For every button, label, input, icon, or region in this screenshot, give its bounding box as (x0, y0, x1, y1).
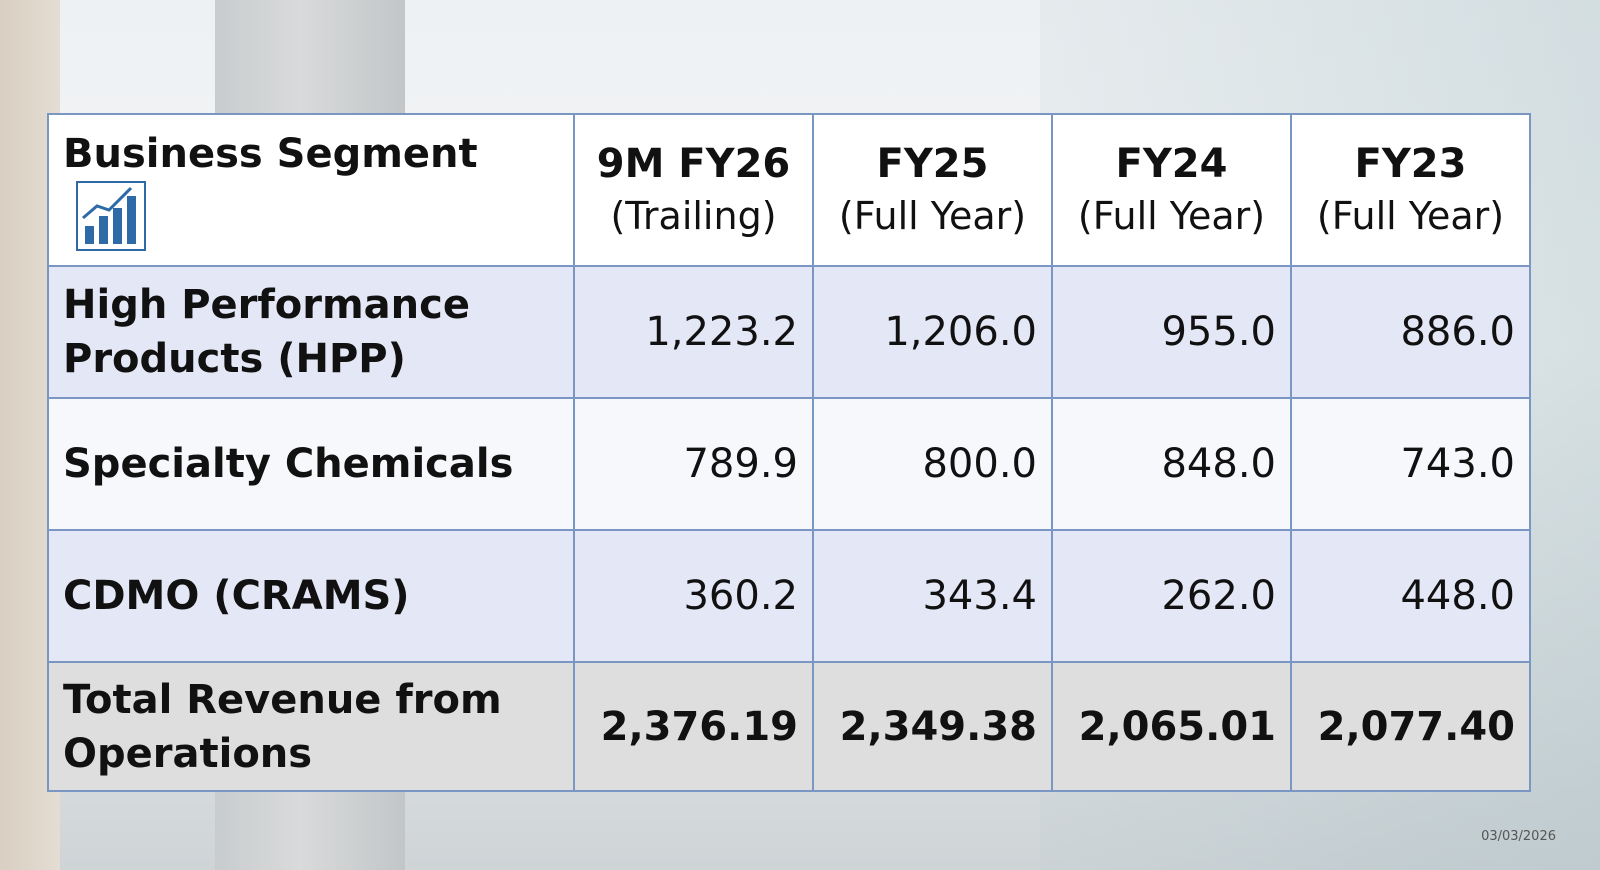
header-title: FY24 (1115, 141, 1228, 187)
header-title: Business Segment (63, 131, 478, 177)
table-row: Specialty Chemicals 789.9 800.0 848.0 743.0 (47, 397, 1531, 531)
value-cell: 800.0 (812, 397, 1053, 531)
header-title: 9M FY26 (596, 141, 791, 187)
value-cell: 262.0 (1051, 529, 1292, 663)
header-title: FY23 (1354, 141, 1467, 187)
table-row: CDMO (CRAMS) 360.2 343.4 262.0 448.0 (47, 529, 1531, 663)
segment-label: Total Revenue from Operations (47, 661, 575, 792)
table-body: High Performance Products (HPP) 1,223.2 1,… (47, 265, 1531, 792)
segment-label: CDMO (CRAMS) (47, 529, 575, 663)
value-cell: 1,223.2 (573, 265, 814, 399)
header-subtitle: (Trailing) (610, 194, 777, 238)
value-cell: 789.9 (573, 397, 814, 531)
value-cell: 2,065.01 (1051, 661, 1292, 792)
value-cell: 2,349.38 (812, 661, 1053, 792)
header-cell: FY24 (Full Year) (1051, 113, 1292, 267)
value-cell: 2,077.40 (1290, 661, 1531, 792)
header-cell: FY23 (Full Year) (1290, 113, 1531, 267)
header-title: FY25 (876, 141, 989, 187)
header-subtitle: (Full Year) (838, 194, 1027, 238)
header-cell: FY25 (Full Year) (812, 113, 1053, 267)
segment-label: High Performance Products (HPP) (47, 265, 575, 399)
table-row: High Performance Products (HPP) 1,223.2 1,… (47, 265, 1531, 399)
header-subtitle: (Full Year) (1077, 194, 1266, 238)
table-row: Total Revenue from Operations 2,376.19 2,3… (47, 661, 1531, 792)
chart-icon (76, 181, 146, 251)
value-cell: 2,376.19 (573, 661, 814, 792)
value-cell: 886.0 (1290, 265, 1531, 399)
value-cell: 360.2 (573, 529, 814, 663)
value-cell: 343.4 (812, 529, 1053, 663)
header-subtitle: (Full Year) (1316, 194, 1505, 238)
value-cell: 448.0 (1290, 529, 1531, 663)
header-cell: 9M FY26 (Trailing) (573, 113, 814, 267)
value-cell: 848.0 (1051, 397, 1292, 531)
value-cell: 743.0 (1290, 397, 1531, 531)
value-cell: 1,206.0 (812, 265, 1053, 399)
value-cell: 955.0 (1051, 265, 1292, 399)
segment-label: Specialty Chemicals (47, 397, 575, 531)
date: 03/03/2026 (1481, 829, 1556, 844)
header-row: Business Segment 9M FY26 (Trailing) FY25 (Fu… (47, 113, 1531, 267)
revenue-table: Business Segment 9M FY26 (Trailing) FY25 (Fu… (47, 113, 1531, 792)
header-cell: Business Segment (47, 113, 575, 267)
